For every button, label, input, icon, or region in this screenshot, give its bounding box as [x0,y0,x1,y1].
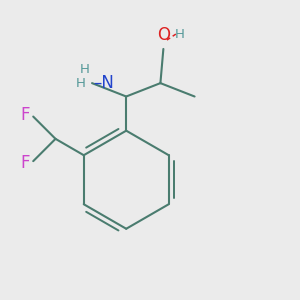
Text: H: H [76,76,86,90]
Text: H: H [80,63,89,76]
Text: O: O [157,26,170,44]
Text: F: F [20,154,30,172]
Text: F: F [20,106,30,124]
Text: H: H [175,28,185,41]
Text: –N: –N [94,74,114,92]
